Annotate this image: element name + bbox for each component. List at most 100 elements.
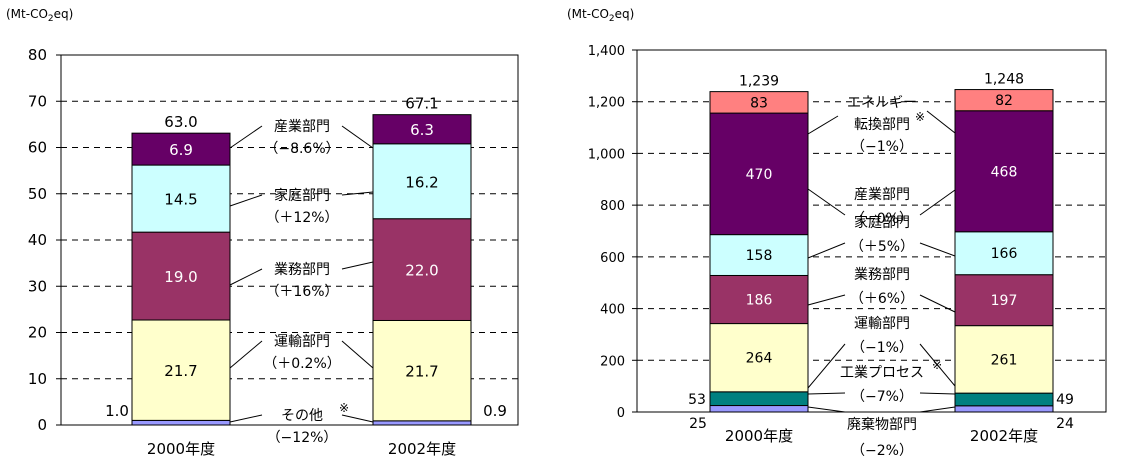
bar-segment [709,91,809,114]
sector-name: 転換部門 [854,117,910,133]
y-tick-label: 0 [617,406,625,421]
bar-segment [709,274,809,325]
change-label: （−7%） [851,389,913,405]
y-tick-label: 70 [28,92,47,110]
leader-line [919,189,956,216]
leader-line [919,343,956,387]
data-label: 21.7 [164,362,197,380]
leader-line [229,125,263,149]
change-label: （−1%） [851,340,913,356]
data-label: 186 [746,293,773,309]
data-label: 197 [991,293,1018,309]
leader-line [919,406,956,413]
y-tick-label: 40 [28,231,47,249]
x-tick-label: 2002年度 [970,427,1038,445]
y-tick-label: 1,000 [588,147,625,162]
bar-segment [954,110,1054,233]
change-label: （＋6%） [850,291,914,307]
bar-segment [954,325,1054,394]
change-label: （−8.6%） [264,141,339,157]
data-label-outside: 25 [689,416,707,432]
y-tick-label: 0 [37,416,47,434]
leader-line [229,194,263,207]
leader-line [807,294,846,306]
bar-segment [131,132,231,166]
bar-segment [372,218,472,321]
sector-name: 家庭部門 [274,187,330,204]
bar-segment [131,319,231,421]
bar-segment [709,405,809,413]
leader-line [341,340,374,369]
y-tick-label: 80 [28,46,47,64]
data-label: 166 [991,246,1018,262]
bar-segment [131,419,231,426]
leader-line [807,343,846,389]
note-mark: ※ [915,110,925,124]
y-tick-label: 400 [600,303,625,318]
bar-segment [709,391,809,407]
data-label: 6.9 [169,141,193,159]
leader-line [807,242,846,259]
leader-line [919,242,956,257]
y-tick-label: 30 [28,277,47,295]
bar-segment [372,420,472,426]
leader-line [229,414,263,423]
data-label: 261 [991,352,1018,368]
total-label: 63.0 [164,113,197,131]
x-tick-label: 2000年度 [725,427,793,445]
data-label: 468 [991,164,1018,180]
sector-name: 産業部門 [274,119,330,135]
y-tick-label: 1,200 [588,96,625,111]
change-label: （＋12%） [265,210,338,226]
leader-line [229,268,263,286]
data-label: 14.5 [164,191,197,209]
y-tick-label: 10 [28,370,47,388]
note-mark: ※ [932,358,942,372]
change-label: （＋0.2%） [263,356,341,372]
bar-segment [954,274,1054,327]
leader-line [919,294,956,313]
data-label: 158 [746,248,773,264]
y-tick-label: 600 [600,251,625,266]
leader-line [807,188,846,216]
data-label: 470 [746,167,773,183]
data-label: 21.7 [405,363,438,381]
unit-label: (Mt-CO2eq) [6,7,73,24]
bar-segment [954,392,1054,407]
sector-name: エネルギー [847,95,917,111]
data-label: 82 [995,93,1013,109]
data-label: 22.0 [405,262,438,280]
plot-frame [636,49,1107,413]
data-label: 19.0 [164,268,197,286]
bar-segment [709,234,809,276]
data-label-outside: 24 [1056,416,1074,432]
data-label: 16.2 [405,173,438,191]
total-label: 1,239 [739,74,779,90]
data-label-outside: 0.9 [483,402,507,420]
x-tick-label: 2002年度 [388,440,456,458]
leader-line [341,125,374,149]
sector-name: 家庭部門 [854,214,910,231]
leader-line [341,414,374,423]
y-tick-label: 200 [600,354,625,369]
data-label-outside: 1.0 [105,402,129,420]
y-tick-label: 1,400 [588,44,625,59]
leader-line [229,340,263,369]
y-tick-label: 20 [28,324,47,342]
bar-segment [372,319,472,422]
unit-label: (Mt-CO2eq) [567,7,634,24]
y-tick-label: 50 [28,185,47,203]
data-label: 264 [746,351,773,367]
bar-segment [954,405,1054,413]
note-mark: ※ [339,401,349,415]
total-label: 67.1 [405,95,438,113]
sector-name: 業務部門 [854,267,910,283]
sector-name: 工業プロセス [840,365,924,381]
change-label: （−0%） [851,211,913,227]
data-label: 6.3 [410,121,434,139]
change-label: （＋5%） [850,239,914,255]
bar-segment [954,89,1054,112]
sector-name: その他 [281,408,323,424]
y-tick-label: 800 [600,199,625,214]
change-label: （−12%） [267,430,338,446]
